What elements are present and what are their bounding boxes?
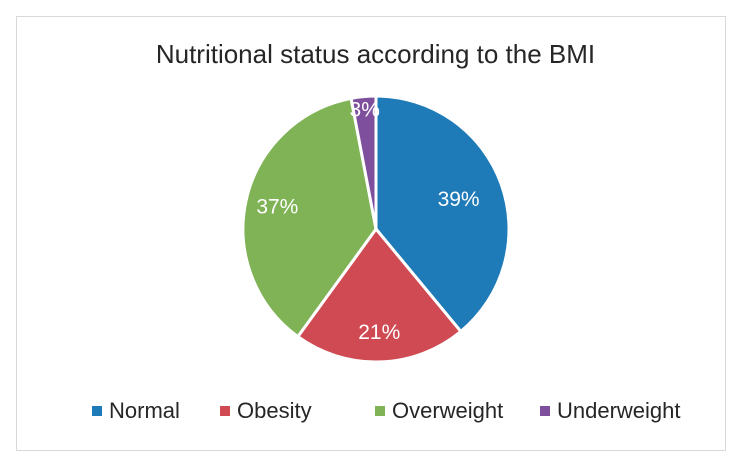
legend-item-normal: Normal: [92, 395, 180, 427]
legend-swatch-obesity: [220, 406, 230, 416]
legend-swatch-overweight: [375, 406, 385, 416]
pie-slice-obesity: [296, 227, 463, 364]
legend-item-overweight: Overweight: [375, 395, 503, 427]
legend-label-underweight: Underweight: [557, 398, 681, 423]
slice-label-obesity: 21%: [358, 321, 400, 344]
legend-swatch-normal: [92, 406, 102, 416]
legend-item-underweight: Underweight: [540, 395, 681, 427]
slice-label-underweight: 3%: [350, 98, 380, 121]
slice-label-overweight: 37%: [256, 195, 298, 218]
legend-label-obesity: Obesity: [237, 398, 312, 423]
slice-label-normal: 39%: [438, 188, 480, 211]
legend-item-obesity: Obesity: [220, 395, 312, 427]
legend-label-normal: Normal: [109, 398, 180, 423]
pie-slice-labels: 39% 21% 37% 3%: [256, 98, 479, 344]
pie-slices: [241, 94, 511, 364]
pie-slice-overweight: [241, 96, 378, 339]
legend-label-overweight: Overweight: [392, 398, 504, 423]
chart-legend: Normal Obesity Overweight Underweight: [0, 395, 751, 427]
pie-slice-normal: [374, 94, 511, 333]
pie-slice-underweight: [349, 94, 378, 231]
chart-title: Nutritional status according to the BMI: [155, 39, 596, 69]
legend-swatch-underweight: [540, 406, 550, 416]
